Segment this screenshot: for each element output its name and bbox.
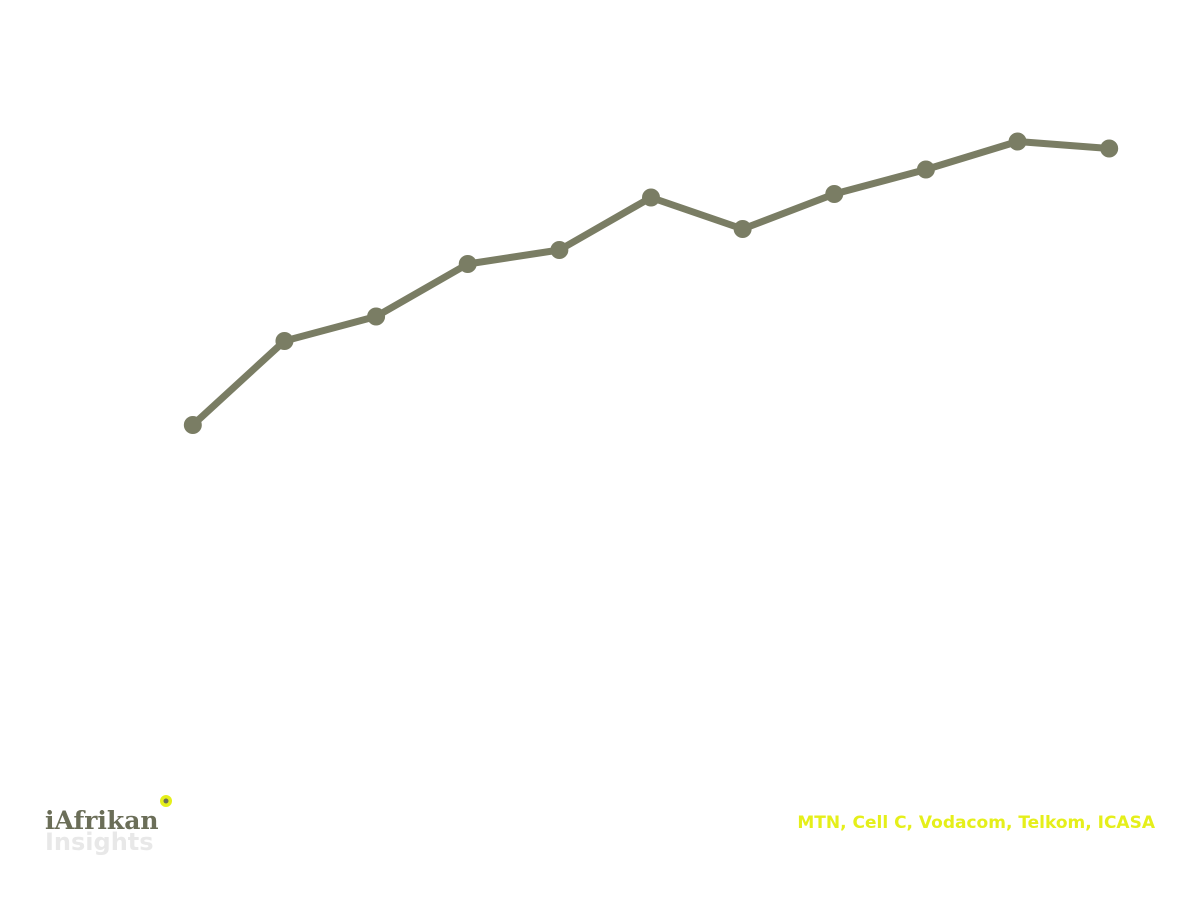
brand: iAfrikan [45,806,159,835]
point [275,332,294,350]
point [1100,139,1119,158]
point [1008,132,1027,151]
point [550,241,569,259]
logo-icon-dot [163,798,169,804]
point [916,160,935,179]
point [825,185,844,203]
point [642,188,660,207]
point [367,307,386,326]
point [733,220,752,238]
source: MTN, Cell C, Vodacom, Telkom, ICASA [797,813,1155,833]
point [183,416,202,434]
line [190,138,1110,428]
point [458,255,477,273]
brand-sub: Insights [45,828,154,856]
